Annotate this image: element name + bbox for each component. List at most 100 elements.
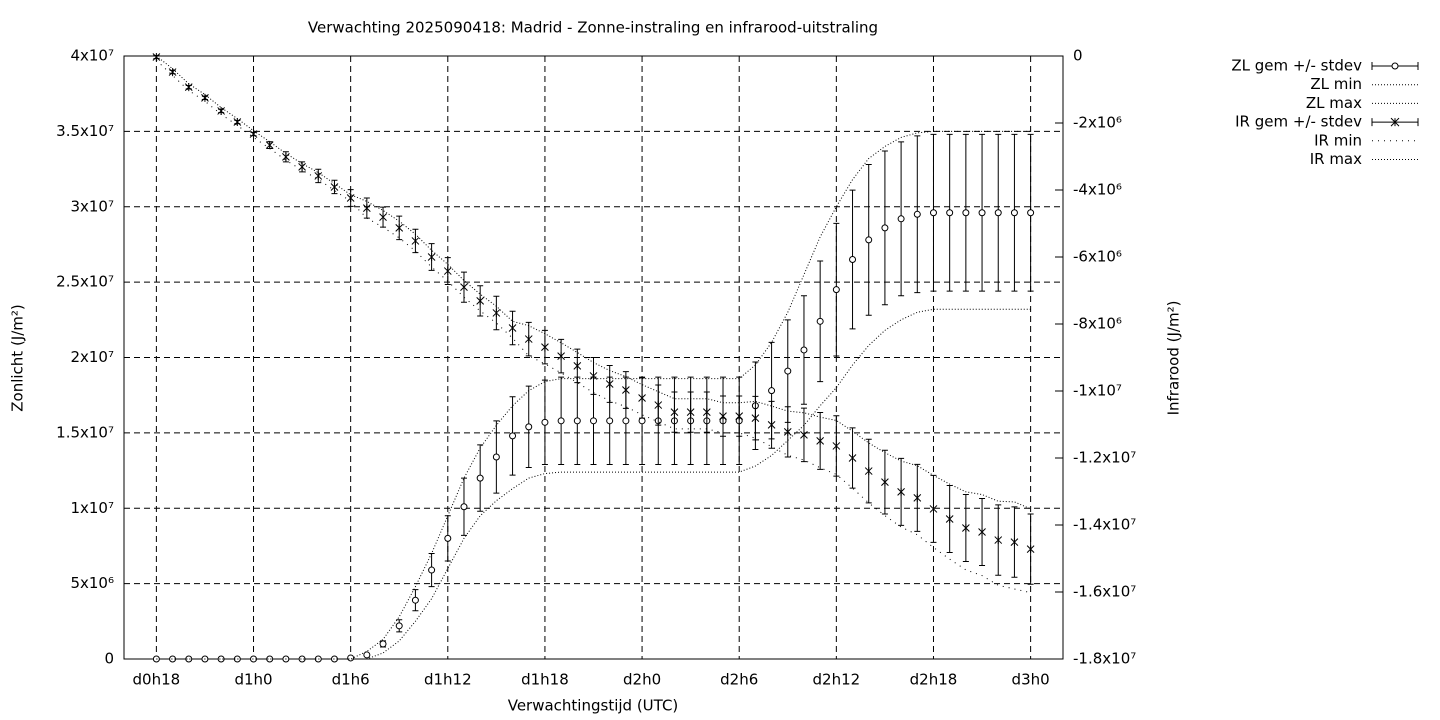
data-point bbox=[152, 53, 161, 62]
data-point bbox=[589, 371, 598, 380]
data-point bbox=[913, 493, 922, 502]
y2-tick-label: -4x10⁶ bbox=[1073, 181, 1122, 199]
legend-label: IR max bbox=[1310, 150, 1362, 168]
y-tick-label: 2.5x10⁷ bbox=[56, 273, 114, 291]
data-point bbox=[476, 474, 484, 482]
x-tick-label: d2h12 bbox=[813, 671, 861, 689]
data-point bbox=[476, 296, 485, 305]
data-point bbox=[962, 524, 970, 533]
data-point bbox=[541, 343, 549, 352]
data-point bbox=[864, 467, 873, 476]
y2-tick-label: -1x10⁷ bbox=[1073, 382, 1122, 400]
data-point bbox=[298, 655, 306, 663]
x-tick-label: d1h0 bbox=[234, 671, 272, 689]
data-point bbox=[524, 335, 533, 344]
data-line bbox=[156, 55, 1031, 510]
chart-title: Verwachting 2025090418: Madrid - Zonne-i… bbox=[308, 19, 878, 37]
data-point bbox=[783, 427, 792, 436]
data-point bbox=[994, 536, 1003, 545]
data-point bbox=[185, 655, 193, 663]
data-point bbox=[217, 106, 225, 115]
y-tick-label: 3.5x10⁷ bbox=[56, 122, 114, 140]
data-point bbox=[994, 209, 1002, 217]
plot-frame bbox=[123, 55, 1064, 660]
data-point bbox=[1027, 209, 1035, 217]
data-point bbox=[201, 93, 209, 102]
legend-label: ZL gem +/- stdev bbox=[1231, 57, 1362, 75]
y2-tick-label: 0 bbox=[1073, 47, 1083, 65]
data-point bbox=[265, 141, 274, 150]
data-point bbox=[881, 478, 889, 487]
y2-tick-label: -1.4x10⁷ bbox=[1073, 516, 1136, 534]
y2-tick-label: -1.6x10⁷ bbox=[1073, 583, 1136, 601]
data-point bbox=[411, 236, 420, 245]
data-point bbox=[832, 441, 841, 450]
data-point bbox=[460, 283, 468, 292]
data-point bbox=[509, 432, 517, 440]
data-point bbox=[233, 117, 242, 126]
y2-tick-label: -1.8x10⁷ bbox=[1073, 650, 1136, 668]
data-point bbox=[1010, 538, 1019, 547]
x-tick-label: d1h12 bbox=[424, 671, 472, 689]
data-point bbox=[897, 487, 905, 496]
data-point bbox=[929, 504, 938, 513]
data-point bbox=[1026, 545, 1035, 554]
data-point bbox=[622, 385, 630, 394]
data-point bbox=[590, 417, 597, 425]
data-point bbox=[557, 417, 565, 425]
data-point bbox=[573, 417, 581, 425]
data-point bbox=[395, 622, 403, 630]
x-tick-label: d2h18 bbox=[910, 671, 958, 689]
data-point bbox=[622, 417, 630, 425]
data-point bbox=[848, 454, 857, 462]
y-tick-label: 1x10⁷ bbox=[70, 499, 114, 517]
data-point bbox=[249, 130, 258, 139]
x-tick-label: d3h0 bbox=[1012, 671, 1050, 689]
data-point bbox=[606, 417, 614, 425]
x-tick-label: d2h6 bbox=[720, 671, 758, 689]
data-point bbox=[411, 596, 419, 604]
y-tick-label: 1.5x10⁷ bbox=[56, 423, 114, 441]
data-point bbox=[638, 417, 646, 425]
data-point bbox=[670, 408, 679, 417]
data-point bbox=[638, 394, 646, 403]
data-point bbox=[978, 209, 986, 217]
y2-tick-label: -2x10⁶ bbox=[1073, 114, 1122, 132]
data-point bbox=[832, 286, 840, 294]
legend-label: ZL max bbox=[1306, 94, 1362, 112]
data-point bbox=[978, 528, 986, 537]
x-tick-label: d1h6 bbox=[332, 671, 370, 689]
data-point bbox=[217, 655, 225, 663]
data-point bbox=[962, 209, 970, 217]
data-point bbox=[460, 503, 468, 511]
data-point bbox=[395, 223, 404, 232]
data-point bbox=[362, 204, 371, 213]
y-tick-label: 2x10⁷ bbox=[70, 348, 114, 366]
legend-marker bbox=[1390, 117, 1400, 127]
data-point bbox=[168, 68, 177, 77]
data-point bbox=[865, 236, 873, 244]
data-point bbox=[702, 408, 711, 417]
data-point bbox=[719, 412, 727, 421]
data-point bbox=[508, 324, 517, 333]
data-point bbox=[800, 430, 808, 439]
x-axis-label: Verwachtingstijd (UTC) bbox=[508, 697, 679, 715]
data-point bbox=[913, 210, 921, 218]
data-point bbox=[784, 367, 792, 375]
data-point bbox=[897, 215, 905, 223]
y2-axis-label: Infrarood (J/m²) bbox=[1165, 301, 1183, 416]
data-point bbox=[363, 651, 371, 659]
x-tick-label: d0h18 bbox=[133, 671, 181, 689]
y2-tick-label: -8x10⁶ bbox=[1073, 315, 1122, 333]
data-point bbox=[557, 352, 565, 361]
data-point bbox=[298, 162, 306, 171]
data-point bbox=[849, 256, 857, 264]
data-point bbox=[816, 317, 824, 325]
data-point bbox=[492, 308, 501, 317]
data-point bbox=[605, 379, 614, 388]
data-point bbox=[169, 655, 177, 663]
y-tick-label: 4x10⁷ bbox=[70, 47, 114, 65]
data-point bbox=[751, 414, 760, 423]
y-tick-label: 3x10⁷ bbox=[70, 197, 114, 215]
